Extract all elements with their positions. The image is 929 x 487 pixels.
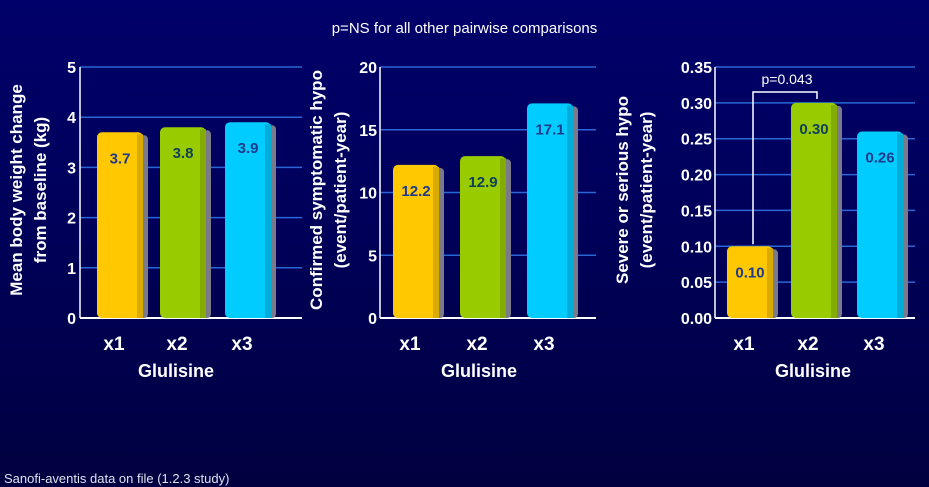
x-category-label: x1 [399,334,421,355]
y-axis-title: Severe or serious hypo [613,96,632,284]
x-category-label: x3 [231,334,252,355]
x-category-label: x2 [797,334,818,355]
y-axis-title: (event/patient-year) [637,112,656,269]
bar-side [200,129,206,318]
bar-x1 [97,132,143,318]
bar-x2 [160,127,206,319]
y-axis-title: Mean body weight change [7,84,26,296]
bar-x2 [791,102,837,318]
y-axis-title: from baseline (kg) [31,117,50,263]
x-category-label: x3 [533,334,554,355]
x-axis-title: Glulisine [441,361,517,381]
bar-x1 [393,164,439,318]
y-tick-label: 5 [368,248,377,265]
data-label: 0.10 [735,264,764,281]
p-value-annotation: p=0.043 [762,71,813,87]
y-tick-label: 0.10 [681,239,712,256]
significance-bracket [752,91,818,245]
bar-side [500,158,506,318]
y-tick-label: 0 [368,311,377,328]
y-tick-label: 0.20 [681,168,712,185]
chart-2: 0 5 10 15 20 12.2 x1 12.9 x2 17.1 x3 Glulisine Confi… [307,60,596,381]
y-tick-label: 0 [67,311,76,328]
bar-side [137,134,143,318]
y-tick-label: 0.15 [681,203,712,220]
x-category-label: x3 [863,334,884,355]
y-tick-label: 0.05 [681,275,712,292]
chart-3: 0.00 0.05 0.10 0.15 0.20 0.25 0.30 0.35 0.10 x1 0.… [613,60,915,381]
bar-x1 [727,246,773,318]
y-tick-label: 5 [67,60,76,77]
y-tick-label: 2 [67,211,76,228]
data-label: 12.2 [401,183,430,200]
y-tick-label: 4 [67,110,76,127]
pairwise-comparison-note: p=NS for all other pairwise comparisons [331,20,598,37]
y-tick-label: 10 [359,186,377,203]
x-category-label: x2 [166,334,187,355]
x-category-label: x1 [103,334,125,355]
y-tick-label: 3 [67,160,76,177]
bar-x3 [857,131,903,318]
y-tick-label: 0.25 [681,132,712,149]
data-label: 3.8 [173,145,194,162]
bar-x3 [527,103,573,319]
y-axis-title: (event/patient-year) [331,112,350,269]
x-category-label: x2 [466,334,487,355]
data-label: 0.30 [799,121,828,138]
y-tick-label: 20 [359,60,377,77]
data-label: 0.26 [865,150,894,167]
bar-side [433,166,439,318]
y-tick-label: 1 [67,261,76,278]
source-footnote: Sanofi-aventis data on file (1.2.3 study… [4,471,230,486]
y-tick-label: 0.35 [681,60,712,77]
data-label: 17.1 [535,121,564,138]
bar-side [897,133,903,318]
y-tick-label: 15 [359,123,377,140]
y-axis-title: Confirmed symptomatic hypo [307,70,326,310]
bar-x2 [460,156,506,318]
x-axis-title: Glulisine [138,361,214,381]
y-tick-label: 0.30 [681,96,712,113]
bar-side [767,248,773,318]
chart-1: 0 1 2 3 4 5 3.7 x1 3.8 x2 3.9 x3 Glulisine Mean body … [7,60,302,381]
data-label: 3.9 [238,140,259,157]
bar-side [265,124,271,318]
data-label: 3.7 [110,150,131,167]
data-label: 12.9 [468,174,497,191]
bar-side [831,104,837,318]
x-axis-title: Glulisine [775,361,851,381]
y-tick-label: 0.00 [681,311,712,328]
bar-x3 [225,122,271,318]
x-category-label: x1 [733,334,755,355]
bar-side [567,105,573,319]
